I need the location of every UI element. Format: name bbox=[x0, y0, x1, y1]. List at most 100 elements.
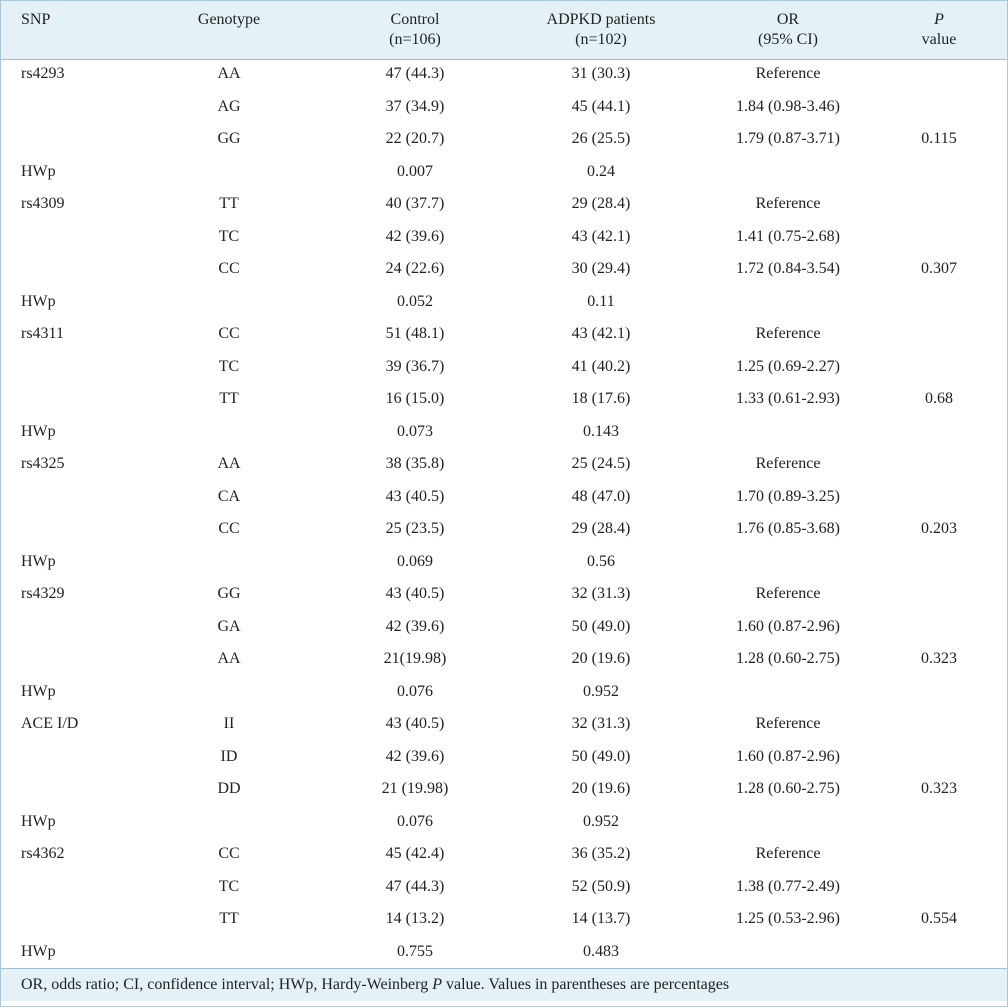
table-row: ACE I/D II 43 (40.5) 32 (31.3) Reference bbox=[1, 710, 1007, 743]
cell-odds-ratio: 1.72 (0.84-3.54) bbox=[736, 260, 840, 277]
footnote-p-italic: P bbox=[432, 976, 442, 993]
table-row: rs4311 CC 51 (48.1) 43 (42.1) Reference bbox=[1, 320, 1007, 353]
cell-control: 42 (39.6) bbox=[385, 227, 445, 245]
cell-snp: HWp bbox=[21, 292, 56, 310]
cell-p-value: 0.307 bbox=[921, 260, 957, 277]
cell-odds-ratio: 1.25 (0.53-2.96) bbox=[736, 910, 840, 927]
cell-odds-ratio: 1.60 (0.87-2.96) bbox=[736, 617, 840, 635]
cell-patients: 32 (31.3) bbox=[571, 715, 631, 732]
cell-odds-ratio: 1.79 (0.87-3.71) bbox=[736, 130, 840, 147]
cell-control: 42 (39.6) bbox=[385, 617, 445, 635]
cell-snp: rs4329 bbox=[21, 585, 65, 602]
table-row: rs4325 AA 38 (35.8) 25 (24.5) Reference bbox=[1, 450, 1007, 483]
cell-patients: 26 (25.5) bbox=[571, 130, 631, 147]
cell-control: 47 (44.3) bbox=[385, 65, 445, 82]
header-patients-n: (n=102) bbox=[575, 31, 627, 48]
cell-genotype: DD bbox=[217, 780, 241, 797]
cell-snp: HWp bbox=[21, 942, 56, 960]
cell-control: 42 (39.6) bbox=[385, 747, 445, 765]
cell-snp: HWp bbox=[21, 162, 56, 180]
cell-odds-ratio: Reference bbox=[755, 845, 821, 862]
cell-genotype: CC bbox=[218, 845, 240, 862]
header-or-label: OR bbox=[776, 11, 800, 28]
cell-snp: rs4309 bbox=[21, 195, 65, 212]
cell-control: 22 (20.7) bbox=[385, 130, 445, 147]
cell-patients: 14 (13.7) bbox=[571, 910, 631, 927]
cell-snp: rs4311 bbox=[21, 325, 64, 342]
cell-control: 14 (13.2) bbox=[385, 910, 445, 927]
cell-odds-ratio: 1.76 (0.85-3.68) bbox=[736, 520, 840, 537]
table-row: AG 37 (34.9) 45 (44.1) 1.84 (0.98-3.46) bbox=[1, 93, 1007, 126]
table-footnote: OR, odds ratio; CI, confidence interval;… bbox=[1, 968, 1007, 1001]
table-header: SNP Genotype Control (n=106) ADPKD patie… bbox=[1, 1, 1007, 60]
table-row: rs4329 GG 43 (40.5) 32 (31.3) Reference bbox=[1, 580, 1007, 613]
cell-patients: 48 (47.0) bbox=[571, 487, 631, 505]
table-row: HWp 0.076 0.952 bbox=[1, 678, 1007, 711]
cell-snp: rs4325 bbox=[21, 455, 65, 472]
header-control-n: (n=106) bbox=[389, 31, 441, 48]
cell-genotype: TC bbox=[218, 877, 240, 895]
header-snp: SNP bbox=[21, 11, 51, 28]
table-row: CA 43 (40.5) 48 (47.0) 1.70 (0.89-3.25) bbox=[1, 483, 1007, 516]
cell-snp: HWp bbox=[21, 422, 56, 440]
cell-odds-ratio: 1.41 (0.75-2.68) bbox=[736, 227, 840, 245]
cell-p-value: 0.203 bbox=[921, 520, 957, 537]
cell-control: 47 (44.3) bbox=[385, 877, 445, 895]
cell-p-value: 0.323 bbox=[921, 650, 957, 667]
cell-odds-ratio: Reference bbox=[755, 65, 821, 82]
cell-patients: 0.56 bbox=[587, 552, 615, 570]
cell-patients: 0.483 bbox=[583, 942, 619, 960]
cell-patients: 36 (35.2) bbox=[571, 845, 631, 862]
header-patients-label: ADPKD patients bbox=[546, 11, 656, 28]
cell-odds-ratio: Reference bbox=[755, 195, 821, 212]
cell-patients: 20 (19.6) bbox=[571, 780, 631, 797]
cell-odds-ratio: 1.70 (0.89-3.25) bbox=[736, 487, 840, 505]
header-or: OR (95% CI) bbox=[698, 10, 878, 50]
table-row: HWp 0.755 0.483 bbox=[1, 938, 1007, 971]
cell-snp: HWp bbox=[21, 812, 56, 830]
table-row: TT 16 (15.0) 18 (17.6) 1.33 (0.61-2.93) 0.68 bbox=[1, 385, 1007, 418]
table-row: rs4309 TT 40 (37.7) 29 (28.4) Reference bbox=[1, 190, 1007, 223]
cell-odds-ratio: Reference bbox=[755, 455, 821, 472]
table-row: TC 47 (44.3) 52 (50.9) 1.38 (0.77-2.49) bbox=[1, 873, 1007, 906]
cell-control: 0.076 bbox=[397, 682, 433, 700]
cell-p-value: 0.554 bbox=[921, 910, 957, 927]
cell-genotype: TC bbox=[218, 357, 240, 375]
cell-control: 39 (36.7) bbox=[385, 357, 445, 375]
cell-patients: 0.11 bbox=[587, 292, 615, 310]
cell-control: 37 (34.9) bbox=[385, 97, 445, 115]
footnote-part-2: value. Values in parentheses are percent… bbox=[441, 976, 730, 993]
table-row: rs4362 CC 45 (42.4) 36 (35.2) Reference bbox=[1, 840, 1007, 873]
cell-patients: 29 (28.4) bbox=[571, 520, 631, 537]
cell-patients: 20 (19.6) bbox=[571, 650, 631, 667]
cell-patients: 0.24 bbox=[587, 162, 615, 180]
header-or-ci: (95% CI) bbox=[758, 31, 818, 48]
cell-patients: 50 (49.0) bbox=[571, 617, 631, 635]
table-row: TC 42 (39.6) 43 (42.1) 1.41 (0.75-2.68) bbox=[1, 223, 1007, 256]
cell-control: 0.069 bbox=[397, 552, 433, 570]
cell-patients: 0.952 bbox=[583, 682, 619, 700]
cell-control: 21(19.98) bbox=[383, 650, 447, 667]
footnote-part-1: OR, odds ratio; CI, confidence interval;… bbox=[21, 976, 433, 993]
table-row: CC 25 (23.5) 29 (28.4) 1.76 (0.85-3.68) 0.20… bbox=[1, 515, 1007, 548]
cell-control: 0.052 bbox=[397, 292, 433, 310]
cell-control: 43 (40.5) bbox=[385, 715, 445, 732]
cell-patients: 43 (42.1) bbox=[571, 227, 631, 245]
header-patients: ADPKD patients (n=102) bbox=[531, 10, 671, 50]
cell-patients: 18 (17.6) bbox=[571, 390, 631, 407]
cell-genotype: AA bbox=[217, 65, 241, 82]
cell-genotype: CC bbox=[218, 520, 240, 537]
table-row: GA 42 (39.6) 50 (49.0) 1.60 (0.87-2.96) bbox=[1, 613, 1007, 646]
cell-genotype: GG bbox=[217, 130, 241, 147]
cell-odds-ratio: Reference bbox=[755, 585, 821, 602]
cell-genotype: II bbox=[223, 715, 235, 732]
cell-odds-ratio: 1.28 (0.60-2.75) bbox=[736, 780, 840, 797]
cell-snp: rs4362 bbox=[21, 845, 65, 862]
cell-control: 21 (19.98) bbox=[381, 780, 449, 797]
cell-control: 51 (48.1) bbox=[385, 325, 445, 342]
cell-odds-ratio: 1.84 (0.98-3.46) bbox=[736, 97, 840, 115]
table-row: TT 14 (13.2) 14 (13.7) 1.25 (0.53-2.96) 0.55… bbox=[1, 905, 1007, 938]
table-row: HWp 0.052 0.11 bbox=[1, 288, 1007, 321]
cell-genotype: TT bbox=[219, 195, 239, 212]
header-genotype: Genotype bbox=[197, 11, 261, 28]
